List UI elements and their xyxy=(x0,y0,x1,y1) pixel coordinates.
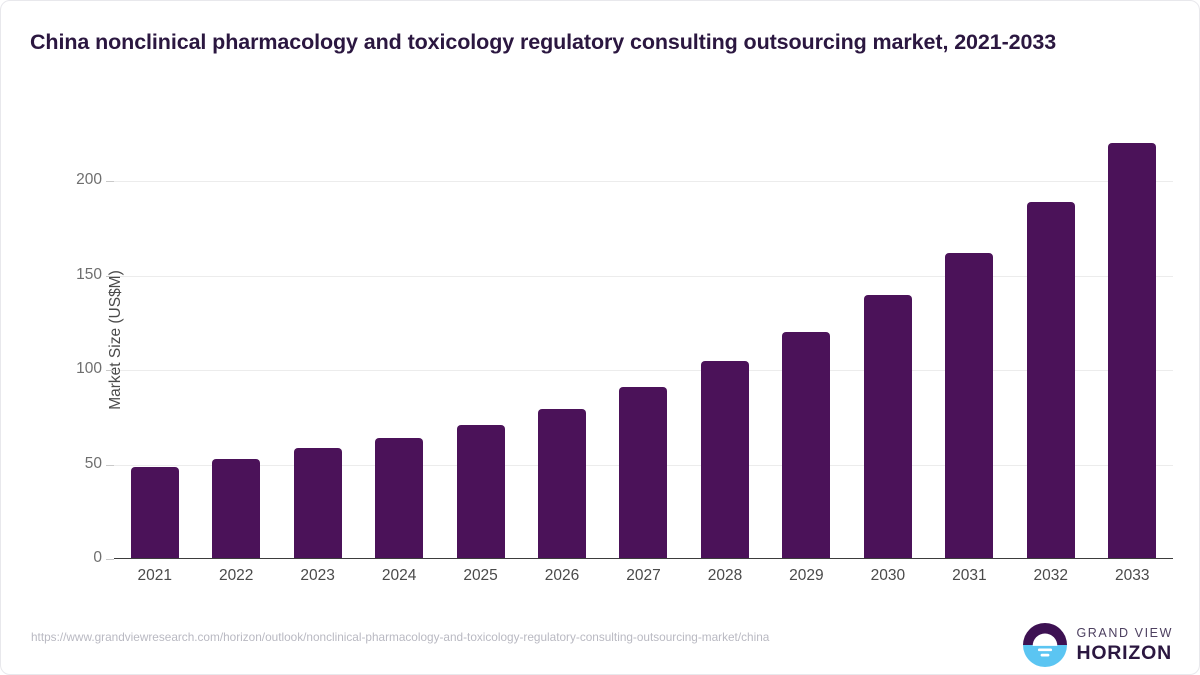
bar[interactable] xyxy=(1108,142,1157,559)
chart-title: China nonclinical pharmacology and toxic… xyxy=(30,30,1057,54)
bar-slot xyxy=(277,121,358,559)
bar[interactable] xyxy=(863,294,912,559)
gridline xyxy=(114,370,1173,372)
y-tick-mark xyxy=(106,181,114,183)
x-tick-label: 2026 xyxy=(544,567,580,584)
x-tick-label: 2030 xyxy=(870,567,906,584)
bar[interactable] xyxy=(456,424,505,559)
plot-area: Market Size (US$M) 0 50 100 150 200 2021 2022… xyxy=(76,121,1173,584)
bar-slot xyxy=(603,121,684,559)
x-tick-label: 2032 xyxy=(1033,567,1069,584)
x-tick-label: 2027 xyxy=(626,567,661,584)
logo-text: GRAND VIEW HORIZON xyxy=(1076,627,1173,663)
bar-slot xyxy=(195,121,276,559)
logo-line-horizon: HORIZON xyxy=(1076,641,1172,664)
bar[interactable] xyxy=(130,466,179,559)
bar-slot xyxy=(521,121,602,559)
y-tick-mark xyxy=(106,464,114,466)
bar-slot xyxy=(684,121,765,559)
gridline xyxy=(114,275,1173,277)
x-tick-label: 2025 xyxy=(463,567,498,584)
x-tick-label: 2022 xyxy=(218,567,254,584)
bar-slot xyxy=(1092,121,1173,559)
bar[interactable] xyxy=(293,447,342,559)
bar-slot xyxy=(358,121,439,559)
x-tick-label: 2021 xyxy=(137,567,172,584)
bar[interactable] xyxy=(1026,202,1075,559)
y-tick-mark xyxy=(106,559,114,560)
y-tick-label: 200 xyxy=(76,171,102,189)
x-tick-label: 2031 xyxy=(952,567,987,584)
grand-view-horizon-logo[interactable]: GRAND VIEW HORIZON xyxy=(1023,623,1173,667)
x-axis-line xyxy=(114,557,1173,559)
bar-slot xyxy=(847,121,928,559)
bar-slot xyxy=(1010,121,1091,559)
y-tick-label: 150 xyxy=(76,265,102,283)
bar[interactable] xyxy=(375,438,424,559)
bar-slot xyxy=(766,121,847,559)
bar[interactable] xyxy=(538,408,587,559)
bar[interactable] xyxy=(619,387,668,559)
bar-slot xyxy=(440,121,521,559)
bar[interactable] xyxy=(212,458,261,559)
y-tick-label: 50 xyxy=(84,454,102,472)
bar[interactable] xyxy=(945,253,994,559)
y-axis-title: Market Size (US$M) xyxy=(106,270,124,410)
x-tick-label: 2023 xyxy=(300,567,335,584)
y-tick-label: 0 xyxy=(93,549,102,566)
x-tick-label: 2028 xyxy=(707,567,743,584)
bar[interactable] xyxy=(782,331,831,559)
y-tick-mark xyxy=(106,370,114,372)
bar-slot xyxy=(114,121,195,559)
y-tick-label: 100 xyxy=(76,360,102,378)
logo-line-grand-view: GRAND VIEW xyxy=(1076,626,1173,640)
bar-slot xyxy=(929,121,1010,559)
y-tick-mark xyxy=(106,275,114,277)
x-tick-label: 2029 xyxy=(789,567,824,584)
x-tick-label: 2024 xyxy=(381,567,417,584)
source-url[interactable]: https://www.grandviewresearch.com/horizo… xyxy=(31,630,770,644)
gridline xyxy=(114,181,1173,183)
horizon-logo-icon xyxy=(1023,623,1068,667)
bar[interactable] xyxy=(700,360,749,559)
x-tick-label: 2033 xyxy=(1115,567,1150,584)
